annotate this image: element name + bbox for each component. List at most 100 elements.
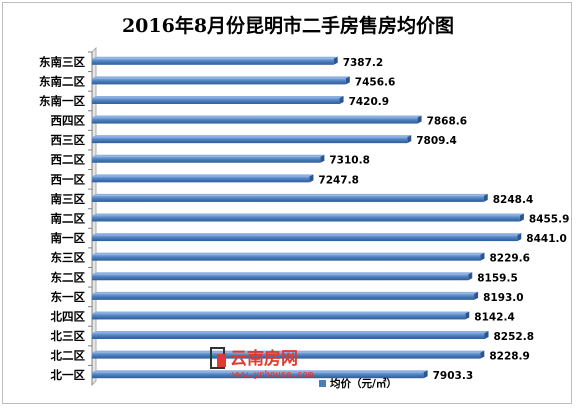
bar: [92, 154, 325, 163]
bar-front: [92, 195, 484, 202]
value-label: 8248.4: [493, 194, 534, 206]
bar: [92, 193, 488, 202]
bar-front: [92, 117, 418, 124]
bar-side: [339, 95, 344, 104]
value-label: 8193.0: [483, 292, 524, 304]
bar-side: [519, 213, 524, 222]
bar: [92, 370, 428, 379]
bar-top: [92, 233, 522, 236]
category-label: 南二区: [51, 212, 86, 226]
category-label: 西二区: [51, 153, 86, 167]
bar: [92, 252, 485, 261]
bar-side: [345, 76, 350, 85]
bar-top: [92, 135, 412, 138]
value-label: 7809.4: [416, 135, 457, 147]
bar-top: [92, 193, 488, 196]
watermark-brand: 云南房网: [230, 348, 298, 369]
value-label: 7456.6: [355, 76, 396, 88]
category-label: 西一区: [51, 172, 86, 186]
value-label: 8159.5: [477, 272, 518, 284]
value-label: 7310.8: [329, 155, 370, 167]
legend: 均价（元/㎡）: [319, 377, 397, 390]
category-label: 南一区: [51, 231, 86, 245]
value-label: 7903.3: [433, 370, 474, 382]
watermark-logo-fill-icon: [217, 354, 226, 367]
bar-front: [92, 137, 408, 144]
bar-side: [480, 350, 485, 359]
category-label: 西四区: [51, 114, 86, 128]
bar-side: [320, 154, 325, 163]
bar-side: [333, 56, 338, 65]
value-label: 8455.9: [529, 214, 570, 226]
bar-front: [92, 235, 518, 242]
bar-front: [92, 274, 469, 281]
bar-top: [92, 56, 338, 59]
bar-front: [92, 352, 481, 359]
bar: [92, 233, 522, 242]
bar: [92, 291, 479, 300]
value-label: 7868.6: [427, 116, 468, 128]
bar-top: [92, 350, 485, 353]
bar: [92, 350, 485, 359]
bar-front: [92, 78, 346, 85]
bar: [92, 135, 412, 144]
bar-top: [92, 370, 428, 373]
bar-side: [468, 272, 473, 281]
category-label: 北一区: [51, 368, 86, 382]
category-label: 东南二区: [39, 74, 85, 88]
bar-side: [484, 331, 489, 340]
bar-top: [92, 115, 422, 118]
bar-front: [92, 372, 424, 379]
bar-front: [92, 156, 321, 163]
watermark-url: www.ynhouse.com: [232, 370, 313, 380]
category-label: 东一区: [51, 290, 86, 304]
bar-front: [92, 97, 340, 104]
bar-top: [92, 311, 470, 314]
bar: [92, 331, 489, 340]
bar-front: [92, 58, 334, 65]
value-label: 8228.9: [489, 351, 530, 363]
value-label: 8441.0: [526, 233, 567, 245]
bar-top: [92, 291, 479, 294]
category-label: 东南三区: [39, 55, 85, 69]
bar-top: [92, 252, 485, 255]
bar-front: [92, 176, 310, 183]
bar-top: [92, 174, 314, 177]
category-label: 东二区: [51, 270, 86, 284]
bar-top: [92, 95, 344, 98]
category-label: 北二区: [51, 349, 86, 363]
category-label: 东三区: [51, 251, 86, 265]
bar-front: [92, 293, 475, 300]
bar-side: [423, 370, 428, 379]
bar-side: [417, 115, 422, 124]
bar-top: [92, 213, 524, 216]
category-label: 西三区: [51, 133, 86, 147]
category-label: 北四区: [51, 309, 86, 323]
bar-side: [517, 233, 522, 242]
bar-top: [92, 154, 325, 157]
bar-top: [92, 331, 489, 334]
value-label: 7387.2: [343, 57, 384, 69]
bar-side: [480, 252, 485, 261]
category-label: 东南一区: [39, 94, 85, 108]
value-label: 7420.9: [349, 96, 390, 108]
chart-title: 2016年8月份昆明市二手房售房均价图: [122, 14, 454, 37]
bar-top: [92, 272, 473, 275]
bar-side: [309, 174, 314, 183]
watermark: 云南房网 www.ynhouse.com: [210, 347, 313, 380]
category-label: 南三区: [51, 192, 86, 206]
bar: [92, 272, 473, 281]
legend-swatch: [319, 380, 326, 387]
bar-side: [465, 311, 470, 320]
bar-front: [92, 215, 520, 222]
bar-front: [92, 254, 481, 261]
bar-layer: [92, 56, 524, 379]
bar-top: [92, 76, 350, 79]
value-label: 8142.4: [474, 311, 515, 323]
bar: [92, 115, 422, 124]
bar: [92, 311, 470, 320]
bar-side: [474, 291, 479, 300]
bar: [92, 95, 344, 104]
bar: [92, 174, 314, 183]
